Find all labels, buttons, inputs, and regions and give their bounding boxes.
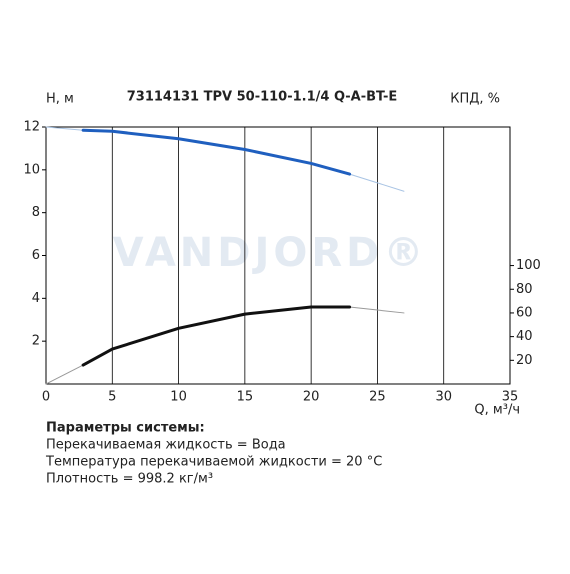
y-tick-label: 12: [23, 120, 40, 135]
curve: [81, 305, 352, 367]
x-tick-label: 10: [170, 390, 187, 405]
x-tick-label: 5: [108, 390, 116, 405]
x-tick-label: 25: [369, 390, 386, 405]
y2-tick-label: 60: [516, 305, 533, 320]
y-tick-label: 6: [32, 248, 40, 263]
curve: [81, 128, 352, 176]
x-tick-label: 0: [42, 390, 50, 405]
y2-tick-label: 100: [516, 258, 541, 273]
params-line: Плотность = 998.2 кг/м³: [46, 472, 213, 487]
chart-title: 73114131 TPV 50-110-1.1/4 Q-A-BT-E: [127, 90, 398, 105]
y-tick-label: 2: [32, 334, 40, 349]
x-tick-label: 35: [502, 390, 519, 405]
params-heading: Параметры системы:: [46, 421, 205, 436]
y2-axis-label: КПД, %: [450, 92, 500, 107]
x-tick-label: 15: [237, 390, 254, 405]
y-tick-label: 8: [32, 205, 40, 220]
params-line: Температура перекачиваемой жидкости = 20…: [45, 455, 382, 470]
y2-tick-label: 20: [516, 353, 533, 368]
y-tick-label: 10: [23, 162, 40, 177]
y2-tick-label: 40: [516, 329, 533, 344]
watermark: VANDJORD®: [113, 230, 428, 276]
y2-tick-label: 80: [516, 282, 533, 297]
params-line: Перекачиваемая жидкость = Вода: [46, 438, 286, 453]
x-tick-label: 20: [303, 390, 320, 405]
x-axis-label: Q, м³/ч: [474, 403, 520, 418]
x-tick-label: 30: [435, 390, 452, 405]
y-axis-label: H, м: [46, 92, 74, 107]
curve: [45, 126, 405, 192]
y-tick-label: 4: [32, 291, 40, 306]
